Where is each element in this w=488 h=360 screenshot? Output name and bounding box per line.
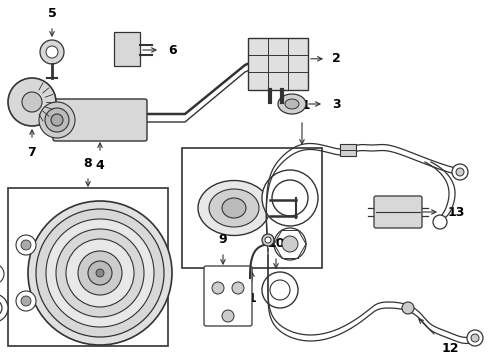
Circle shape [40, 40, 64, 64]
Circle shape [8, 78, 56, 126]
Text: 6: 6 [168, 44, 176, 57]
Circle shape [401, 302, 413, 314]
Circle shape [28, 201, 172, 345]
Circle shape [96, 269, 104, 277]
Circle shape [0, 294, 8, 322]
Circle shape [36, 209, 163, 337]
Text: 8: 8 [83, 157, 92, 170]
Text: 2: 2 [331, 52, 340, 65]
Circle shape [262, 170, 317, 226]
Circle shape [51, 114, 63, 126]
Circle shape [88, 261, 112, 285]
Circle shape [16, 235, 36, 255]
Text: 9: 9 [218, 233, 227, 246]
Circle shape [470, 334, 478, 342]
Circle shape [16, 291, 36, 311]
FancyBboxPatch shape [53, 99, 147, 141]
Bar [8, 188, 168, 346]
Circle shape [273, 228, 305, 260]
Circle shape [432, 215, 446, 229]
Circle shape [56, 229, 143, 317]
Circle shape [282, 236, 297, 252]
Circle shape [451, 164, 467, 180]
FancyBboxPatch shape [203, 266, 251, 326]
Ellipse shape [285, 99, 298, 109]
Circle shape [45, 108, 69, 132]
Ellipse shape [222, 198, 245, 218]
Text: 4: 4 [96, 159, 104, 172]
Circle shape [21, 296, 31, 306]
Ellipse shape [198, 180, 269, 235]
Ellipse shape [208, 189, 259, 227]
Circle shape [455, 168, 463, 176]
Circle shape [222, 310, 234, 322]
Text: 5: 5 [47, 7, 56, 20]
Circle shape [66, 239, 134, 307]
Bar [247, 38, 307, 90]
Text: 7: 7 [27, 146, 36, 159]
Text: 12: 12 [441, 342, 459, 355]
Circle shape [264, 237, 270, 243]
Bar [182, 148, 321, 268]
Text: 10: 10 [267, 237, 284, 250]
Text: 11: 11 [293, 99, 310, 112]
Circle shape [262, 272, 297, 308]
Ellipse shape [278, 94, 305, 114]
Circle shape [271, 180, 307, 216]
Bar [339, 144, 355, 156]
Circle shape [212, 282, 224, 294]
Circle shape [46, 219, 154, 327]
Circle shape [21, 240, 31, 250]
FancyBboxPatch shape [373, 196, 421, 228]
Circle shape [0, 264, 4, 284]
Circle shape [22, 92, 42, 112]
Bar [114, 32, 140, 66]
Circle shape [269, 280, 289, 300]
Text: 3: 3 [331, 98, 340, 111]
Circle shape [0, 300, 2, 316]
Circle shape [39, 102, 75, 138]
Circle shape [262, 234, 273, 246]
Circle shape [78, 251, 122, 295]
Text: 13: 13 [447, 206, 465, 219]
Circle shape [231, 282, 244, 294]
Text: 1: 1 [247, 292, 256, 305]
Circle shape [46, 46, 58, 58]
Circle shape [466, 330, 482, 346]
